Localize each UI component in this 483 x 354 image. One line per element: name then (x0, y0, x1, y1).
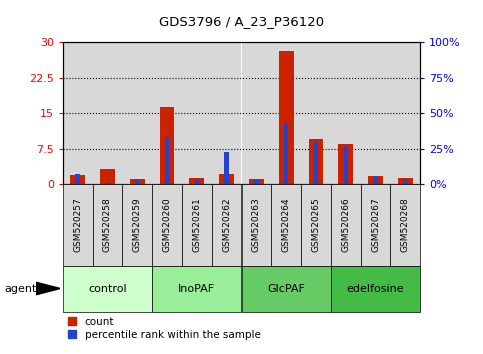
Bar (279, 51, 294, 184)
Bar (343, 146, 348, 184)
Bar (100, 169, 115, 184)
Bar (242, 266, 331, 312)
Legend: count, percentile rank within the sample: count, percentile rank within the sample (68, 317, 260, 340)
Text: GSM520266: GSM520266 (341, 198, 350, 252)
Text: GlcPAF: GlcPAF (267, 284, 305, 293)
Text: GSM520265: GSM520265 (312, 198, 320, 252)
Bar (212, 184, 242, 266)
Bar (271, 184, 301, 266)
Text: GSM520262: GSM520262 (222, 198, 231, 252)
Bar (75, 174, 80, 184)
Bar (219, 174, 234, 184)
Text: GSM520258: GSM520258 (103, 198, 112, 252)
Bar (105, 183, 110, 184)
Bar (331, 184, 361, 266)
Text: GDS3796 / A_23_P36120: GDS3796 / A_23_P36120 (159, 15, 324, 28)
Bar (309, 139, 324, 184)
Bar (242, 184, 271, 266)
Bar (390, 42, 420, 184)
Bar (314, 142, 318, 184)
Text: GSM520259: GSM520259 (133, 198, 142, 252)
Bar (271, 42, 301, 184)
Bar (122, 42, 152, 184)
Text: GSM520263: GSM520263 (252, 198, 261, 252)
Polygon shape (36, 282, 60, 295)
Bar (249, 179, 264, 184)
Bar (135, 179, 140, 184)
Bar (254, 180, 258, 184)
Bar (212, 42, 242, 184)
Text: GSM520257: GSM520257 (73, 198, 82, 252)
Bar (361, 42, 390, 184)
Bar (368, 176, 383, 184)
Bar (152, 184, 182, 266)
Text: edelfosine: edelfosine (347, 284, 404, 293)
Bar (93, 42, 122, 184)
Bar (189, 178, 204, 184)
Text: control: control (88, 284, 127, 293)
Bar (301, 184, 331, 266)
Bar (152, 42, 182, 184)
Bar (122, 184, 152, 266)
Bar (182, 42, 212, 184)
Text: GSM520260: GSM520260 (163, 198, 171, 252)
Bar (403, 179, 408, 184)
Bar (182, 184, 212, 266)
Bar (159, 107, 174, 184)
Bar (242, 42, 271, 184)
Bar (331, 266, 420, 312)
Bar (70, 175, 85, 184)
Text: agent: agent (5, 284, 37, 293)
Bar (338, 144, 353, 184)
Text: GSM520268: GSM520268 (401, 198, 410, 252)
Bar (361, 184, 390, 266)
Text: GSM520261: GSM520261 (192, 198, 201, 252)
Bar (130, 179, 145, 184)
Bar (301, 42, 331, 184)
Bar (93, 184, 122, 266)
Bar (63, 184, 93, 266)
Text: InoPAF: InoPAF (178, 284, 215, 293)
Bar (373, 176, 378, 184)
Text: GSM520264: GSM520264 (282, 198, 291, 252)
Bar (390, 184, 420, 266)
Bar (63, 42, 93, 184)
Bar (152, 266, 242, 312)
Bar (165, 137, 169, 184)
Bar (63, 266, 152, 312)
Bar (195, 179, 199, 184)
Text: GSM520267: GSM520267 (371, 198, 380, 252)
Bar (331, 42, 361, 184)
Bar (225, 152, 229, 184)
Bar (284, 123, 288, 184)
Bar (398, 178, 413, 184)
